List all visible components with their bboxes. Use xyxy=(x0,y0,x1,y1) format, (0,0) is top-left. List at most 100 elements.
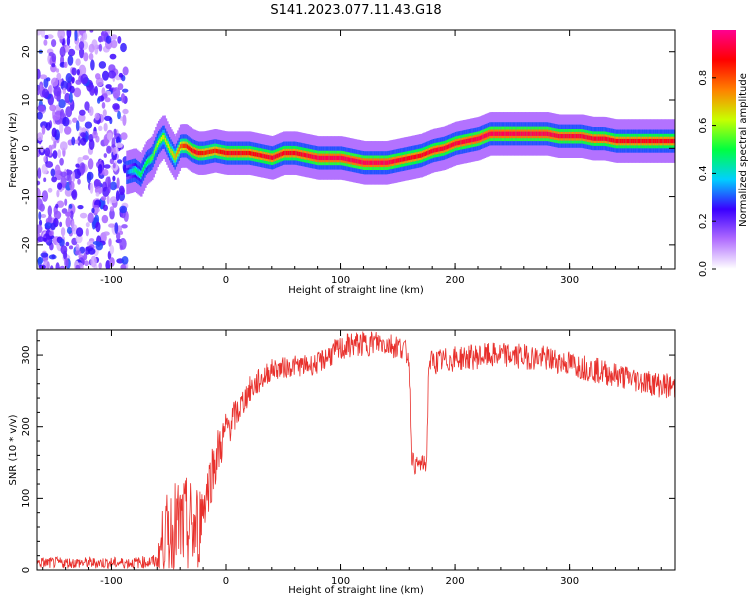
noise-blob xyxy=(84,121,93,129)
noise-blob xyxy=(106,132,113,141)
ridge-cell xyxy=(151,156,154,161)
noise-blob xyxy=(43,39,48,46)
ridge-cell xyxy=(566,134,569,139)
noise-blob xyxy=(40,30,45,38)
noise-blob xyxy=(56,72,62,81)
ridge-cell xyxy=(250,151,253,156)
ridge-cell xyxy=(442,146,445,151)
ridge-cell xyxy=(379,160,382,165)
ridge-cell xyxy=(193,149,197,154)
noise-blob xyxy=(84,260,89,267)
ridge-cell xyxy=(504,131,507,136)
noise-blob xyxy=(116,232,121,240)
ridge-cell xyxy=(236,150,239,156)
ridge-cell xyxy=(346,157,349,162)
ridge-cell xyxy=(552,132,555,138)
ridge-cell xyxy=(371,160,374,165)
ridge-cell xyxy=(361,160,364,165)
noise-blob xyxy=(109,244,115,255)
ridge-cell xyxy=(373,160,377,165)
ridge-cell xyxy=(214,148,217,153)
ridge-cell xyxy=(661,138,664,144)
noise-blob xyxy=(43,177,47,183)
ridge-cell xyxy=(251,151,254,156)
ridge-cell xyxy=(163,135,166,140)
noise-blob xyxy=(75,264,80,269)
ridge-cell xyxy=(358,159,361,164)
ridge-cell xyxy=(159,138,162,143)
ridge-cell xyxy=(380,160,383,165)
noise-blob xyxy=(59,238,65,247)
ridge-cell xyxy=(376,160,379,165)
ridge-cell xyxy=(453,142,456,147)
ridge-cell xyxy=(633,138,636,144)
snr-xtick-label: 200 xyxy=(446,576,465,587)
ridge-cell xyxy=(221,149,224,155)
snr-frame xyxy=(36,329,676,571)
ridge-cell xyxy=(228,150,231,156)
ridge-cell xyxy=(138,171,142,176)
noise-blob xyxy=(71,189,78,201)
noise-blob xyxy=(37,111,43,120)
ridge-cell xyxy=(366,160,370,165)
ridge-cell xyxy=(606,136,609,142)
ridge-cell xyxy=(184,143,187,148)
ridge-cell xyxy=(593,136,597,141)
ridge-cell xyxy=(467,138,470,143)
noise-blob xyxy=(108,238,112,247)
noise-blob xyxy=(40,214,47,218)
colorbar: 0.0 0.2 0.4 0.6 0.8 Normalized spectral ampl… xyxy=(698,30,749,277)
ridge-cell xyxy=(203,150,206,156)
ridge-cell xyxy=(553,133,557,138)
ridge-cell xyxy=(333,155,337,161)
noise-blob xyxy=(92,131,98,139)
noise-blob xyxy=(110,34,118,40)
noise-blob xyxy=(37,85,41,96)
ridge-cell xyxy=(476,136,480,141)
ridge-cell xyxy=(520,131,524,136)
noise-blob xyxy=(57,182,63,190)
ridge-cell xyxy=(186,144,190,149)
ridge-cell xyxy=(656,138,660,144)
ridge-cell xyxy=(327,155,330,161)
ridge-cell xyxy=(200,150,203,156)
ridge-cell xyxy=(549,132,553,137)
ridge-cell xyxy=(190,148,194,153)
snr-xtick-label: 100 xyxy=(331,576,350,587)
ridge-cell xyxy=(579,134,583,139)
ridge-cell xyxy=(599,136,602,141)
noise-blob xyxy=(63,126,72,135)
ridge-cell xyxy=(375,160,378,165)
ridge-cell xyxy=(481,135,484,140)
ridge-cell xyxy=(283,151,286,156)
noise-blob xyxy=(37,132,43,142)
ridge-cell xyxy=(278,152,282,158)
snr-ytick-label: 300 xyxy=(21,346,32,365)
noise-blob xyxy=(83,252,88,261)
noise-blob xyxy=(81,127,87,134)
ridge-cell xyxy=(490,131,493,136)
ridge-cell xyxy=(614,138,617,143)
ridge-cell xyxy=(175,152,179,158)
ridge-cell xyxy=(170,148,173,154)
ridge-cell xyxy=(318,155,322,161)
ridge-cell xyxy=(281,151,285,156)
noise-blob xyxy=(108,70,116,79)
noise-blob xyxy=(71,77,75,84)
ridge-cell xyxy=(592,136,595,141)
ridge-cell xyxy=(134,168,137,173)
ridge-cell xyxy=(266,154,269,159)
ridge-cell xyxy=(237,150,241,156)
colorbar-tick-label: 0.8 xyxy=(698,70,709,86)
noise-blob xyxy=(120,132,128,141)
noise-blob xyxy=(90,59,95,71)
ridge-cell xyxy=(496,131,499,136)
noise-blob xyxy=(78,113,86,122)
ridge-cell xyxy=(546,131,550,136)
ridge-cell xyxy=(415,154,418,159)
noise-blob xyxy=(41,125,46,135)
ridge-cell xyxy=(428,150,432,155)
ridge-cell xyxy=(243,150,246,156)
noise-blob xyxy=(77,136,81,146)
noise-blob xyxy=(65,211,72,217)
